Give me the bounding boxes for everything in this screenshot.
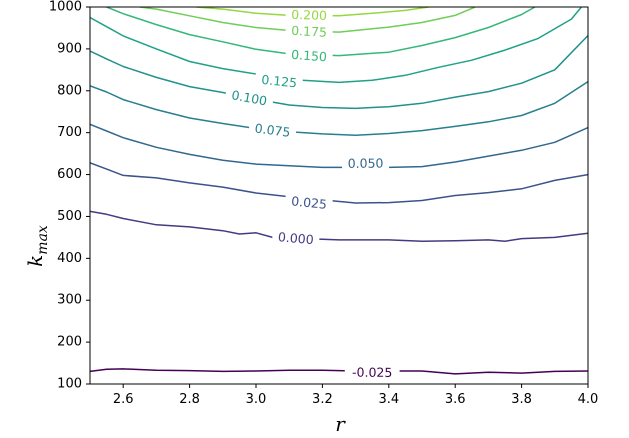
contour-line [90,123,588,169]
y-axis-title-base: k [23,255,47,267]
contour-label: 0.200 [291,7,327,23]
contour-line [90,7,582,84]
contour-label: 0.175 [291,23,328,40]
contour-label: 0.100 [230,87,268,108]
y-tick-label: 1000 [49,0,82,15]
y-tick-label: 500 [57,209,82,224]
x-axis-title: r [335,412,346,436]
x-axis-ticks: 2.6 2.8 3.0 3.2 3.4 3.6 3.8 4.0 [113,384,598,407]
contour-line [90,368,588,375]
x-tick-label: 4.0 [578,392,599,407]
plot-frame [89,6,589,385]
contour-line [90,80,588,136]
contour-line [90,34,588,110]
x-tick-label: 3.4 [378,392,399,407]
contour-line [90,162,588,204]
contour-label: 0.125 [261,72,298,91]
x-tick-label: 3.6 [445,392,466,407]
contour-label: 0.150 [291,47,328,65]
contour-label: -0.025 [352,365,392,380]
y-axis-title-subscript: max [35,225,51,255]
x-tick-label: 3.0 [246,392,267,407]
x-tick-label: 2.8 [179,392,200,407]
y-tick-label: 700 [57,125,82,140]
y-axis-title: kmax [23,225,51,267]
contour-lines [90,7,588,375]
contour-line [196,7,429,17]
y-tick-label: 100 [57,377,82,392]
y-tick-label: 300 [57,293,82,308]
x-tick-label: 3.8 [511,392,532,407]
contour-label: 0.025 [291,193,328,212]
contour-label: 0.050 [348,156,384,171]
y-tick-label: 900 [57,41,82,56]
contour-labels: -0.025 0.000 0.025 0.050 0.075 0.1000.125 0.15… [230,7,392,380]
y-axis-ticks: 100 200 300 400 500 600 700 800 900 1000 [49,0,90,392]
x-tick-label: 2.6 [113,392,134,407]
contour-label: 0.000 [277,229,314,247]
y-tick-label: 200 [57,335,82,350]
contour-line [90,210,588,242]
y-tick-label: 600 [57,167,82,182]
y-tick-label: 400 [57,251,82,266]
contour-line [106,7,536,57]
y-tick-label: 800 [57,83,82,98]
contour-label: 0.075 [254,120,291,139]
x-tick-label: 3.2 [312,392,333,407]
contour-line [139,7,476,33]
